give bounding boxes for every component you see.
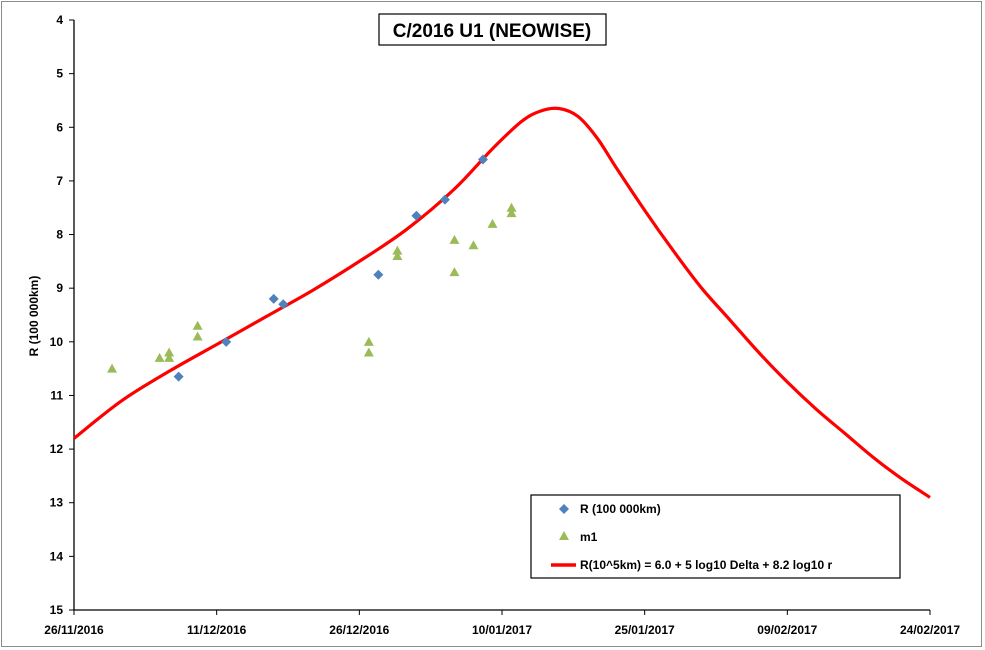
r-point	[173, 371, 184, 382]
m1-point	[506, 202, 517, 212]
m1-point	[164, 347, 175, 357]
m1-point	[449, 267, 460, 277]
x-tick-label: 10/01/2017	[472, 623, 532, 637]
axes: 4 5 6 7 8 9 10 11 12 13 14 15 26/11/2016 11/12/2016 26…	[44, 13, 960, 637]
r-point	[278, 299, 289, 310]
x-tick-label: 24/02/2017	[900, 623, 960, 637]
legend-entry-r: R (100 000km)	[580, 502, 661, 516]
legend-diamond-marker	[559, 504, 569, 514]
y-tick-label: 9	[56, 281, 63, 295]
y-tick-label: 11	[50, 388, 63, 402]
m1-point	[487, 218, 498, 228]
legend-entry-model: R(10^5km) = 6.0 + 5 log10 Delta + 8.2 lo…	[580, 558, 832, 572]
y-tick-label: 7	[56, 174, 63, 188]
m1-point	[363, 336, 374, 346]
chart-title: C/2016 U1 (NEOWISE)	[393, 21, 592, 42]
r-point	[268, 293, 279, 304]
model-curve-line	[73, 106, 931, 499]
m1-point	[392, 251, 403, 260]
x-tick-label: 09/02/2017	[757, 623, 817, 637]
legend-box	[530, 494, 901, 579]
r-point	[221, 336, 232, 347]
y-tick-label: 15	[50, 603, 64, 617]
y-tick-label: 10	[50, 335, 64, 349]
y-axis-title: R (100 000km)	[27, 276, 41, 357]
m1-point	[192, 331, 203, 341]
y-tick-label: 6	[56, 120, 63, 134]
y-tick-label: 13	[50, 496, 64, 510]
x-tick-label: 11/12/2016	[187, 623, 247, 637]
legend: R (100 000km) m1 R(10^5km) = 6.0 + 5 log…	[530, 494, 901, 579]
m1-point	[164, 352, 175, 362]
m1-point	[107, 363, 118, 373]
y-tick-label: 14	[50, 549, 64, 563]
r-point	[411, 210, 422, 221]
y-tick-label: 8	[56, 228, 63, 242]
markers	[107, 154, 517, 382]
m1-point	[154, 352, 165, 362]
x-tick-label: 26/12/2016	[329, 623, 389, 637]
m1-point	[449, 234, 460, 244]
x-tick-label: 25/01/2017	[615, 623, 675, 637]
m1-point	[192, 320, 203, 330]
m1-point	[468, 240, 479, 250]
y-tick-label: 5	[56, 67, 63, 81]
y-tick-label: 4	[56, 13, 63, 27]
chart-title-border	[378, 13, 607, 46]
x-tick-label: 26/11/2016	[44, 623, 104, 637]
r-point	[373, 269, 384, 280]
m1-point	[506, 208, 517, 218]
legend-triangle-marker	[559, 531, 569, 540]
m1-point	[392, 245, 403, 255]
y-tick-label: 12	[50, 442, 64, 456]
legend-entry-m1: m1	[580, 530, 598, 544]
m1-point	[363, 347, 374, 357]
r-point	[439, 194, 450, 205]
model-curve-series	[73, 106, 931, 499]
r-point	[477, 154, 488, 165]
chart-title-box: C/2016 U1 (NEOWISE)	[378, 13, 607, 46]
